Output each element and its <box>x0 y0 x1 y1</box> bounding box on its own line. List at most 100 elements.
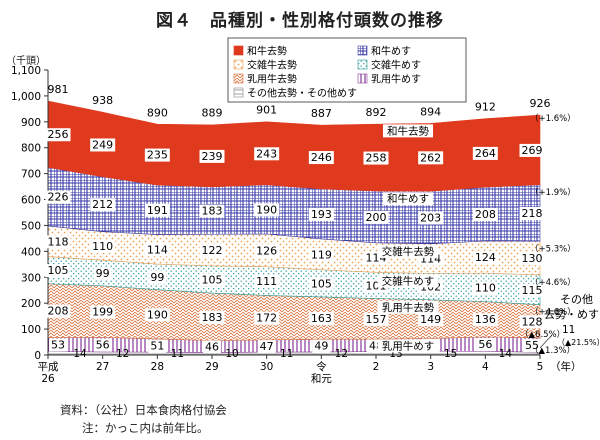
value-label: 110 <box>92 240 113 253</box>
x-tick-label: 28 <box>151 361 164 373</box>
value-label: 200 <box>366 211 387 224</box>
other-value-label: 12 <box>116 348 129 360</box>
value-label-bg <box>199 149 225 163</box>
series-name-bg <box>383 124 433 138</box>
total-label: 892 <box>366 106 387 119</box>
y-tick-label: 800 <box>21 143 41 155</box>
legend-label: 和牛めす <box>371 45 411 58</box>
legend-swatch <box>233 45 244 56</box>
value-label: 56 <box>96 339 110 352</box>
value-label-bg <box>308 151 334 165</box>
value-label-bg <box>148 270 167 284</box>
total-label: 981 <box>48 83 69 96</box>
legend-label: 交雑牛去勢 <box>247 59 297 72</box>
total-change-label: （+1.6%） <box>530 113 576 124</box>
value-label-bg <box>148 339 167 353</box>
series-name-bg <box>377 339 439 353</box>
value-label: 122 <box>202 244 223 257</box>
value-label-bg <box>90 198 116 212</box>
value-label-bg <box>519 143 545 157</box>
other-value-label: 11 <box>280 348 293 360</box>
legend-box <box>227 37 467 103</box>
value-label: 105 <box>311 277 332 290</box>
value-label-bg <box>476 338 495 352</box>
x-tick-label: 30 <box>260 361 273 373</box>
value-label-bg <box>254 275 280 289</box>
x-tick-label: 5 <box>537 361 544 373</box>
value-label: 111 <box>256 275 277 288</box>
y-tick-label: 300 <box>21 272 41 284</box>
series-name-label: 和牛去勢 <box>387 124 429 137</box>
value-label-bg <box>363 312 389 326</box>
value-label-bg <box>90 305 116 319</box>
y-tick-label: 200 <box>21 298 41 310</box>
x-axis-unit: （年） <box>550 360 582 373</box>
change-label: （▲1.3%） <box>530 345 575 356</box>
value-label-bg <box>45 128 71 142</box>
value-label: 46 <box>205 340 219 353</box>
value-label: 264 <box>475 147 496 160</box>
value-label: 258 <box>366 152 387 165</box>
value-label: 51 <box>150 340 164 353</box>
value-label-bg <box>254 147 280 161</box>
value-label: 99 <box>150 271 164 284</box>
value-label: 193 <box>311 208 332 221</box>
value-label: 190 <box>147 308 168 321</box>
y-tick-label: 700 <box>21 169 41 181</box>
source-note: 資料：（公社）日本食肉格付協会 <box>60 403 227 417</box>
value-label: 163 <box>311 312 332 325</box>
y-tick-label: 0 <box>34 350 41 362</box>
legend-swatch <box>233 59 244 70</box>
x-tick-label: 平成 <box>38 361 59 373</box>
value-label-bg <box>45 235 71 249</box>
value-label-bg <box>363 151 389 165</box>
value-label-bg <box>418 151 444 165</box>
series-name-label: 乳用牛去勢 <box>382 301 435 314</box>
value-label: 128 <box>522 315 543 328</box>
value-label-bg <box>519 315 545 329</box>
legend-label: 和牛去勢 <box>247 45 287 58</box>
x-tick-label: 3 <box>427 361 434 373</box>
value-label: 203 <box>420 212 441 225</box>
x-tick-label-2: 和元 <box>311 373 332 385</box>
value-label: 172 <box>256 312 277 325</box>
value-label: 183 <box>202 205 223 218</box>
area-和牛去勢 <box>47 100 541 192</box>
chart-title: 図４ 品種別・性別格付頭数の推移 <box>156 11 444 31</box>
value-label: 126 <box>256 244 277 257</box>
value-label-bg <box>45 304 71 318</box>
value-label: 136 <box>475 313 496 326</box>
y-tick-label: 1,100 <box>11 65 41 77</box>
legend-label: 交雑牛めす <box>371 59 421 72</box>
other-value-label: 11 <box>171 348 184 360</box>
total-label: 901 <box>256 104 277 117</box>
value-label: 130 <box>522 252 543 265</box>
change-label: （+4.6%） <box>530 307 576 318</box>
y-tick-label: 400 <box>21 246 41 258</box>
value-label-bg <box>312 339 331 353</box>
value-label: 105 <box>48 264 69 277</box>
value-label: 269 <box>522 144 543 157</box>
y-tick-label: 1,000 <box>11 91 41 103</box>
value-label: 208 <box>475 208 496 221</box>
value-label: 239 <box>202 150 223 163</box>
change-label: （+4.6%） <box>530 277 576 288</box>
other-value-label: 14 <box>499 348 513 360</box>
y-tick-label: 100 <box>21 324 41 336</box>
value-label: 191 <box>147 204 168 217</box>
value-label-bg <box>93 338 112 352</box>
other-value-label: 15 <box>444 348 457 360</box>
value-label: 157 <box>366 313 387 326</box>
value-label: 119 <box>311 248 332 261</box>
value-label-bg <box>472 208 498 222</box>
series-name-bg <box>377 244 439 258</box>
value-label: 53 <box>51 339 65 352</box>
value-label-bg <box>308 248 334 262</box>
value-label-bg <box>199 310 225 324</box>
value-label: 208 <box>48 305 69 318</box>
other-value-label-last: 11 <box>562 324 575 336</box>
value-label: 243 <box>256 147 277 160</box>
x-tick-label: 29 <box>205 361 218 373</box>
value-label-bg <box>418 211 444 225</box>
value-label-bg <box>418 313 444 327</box>
